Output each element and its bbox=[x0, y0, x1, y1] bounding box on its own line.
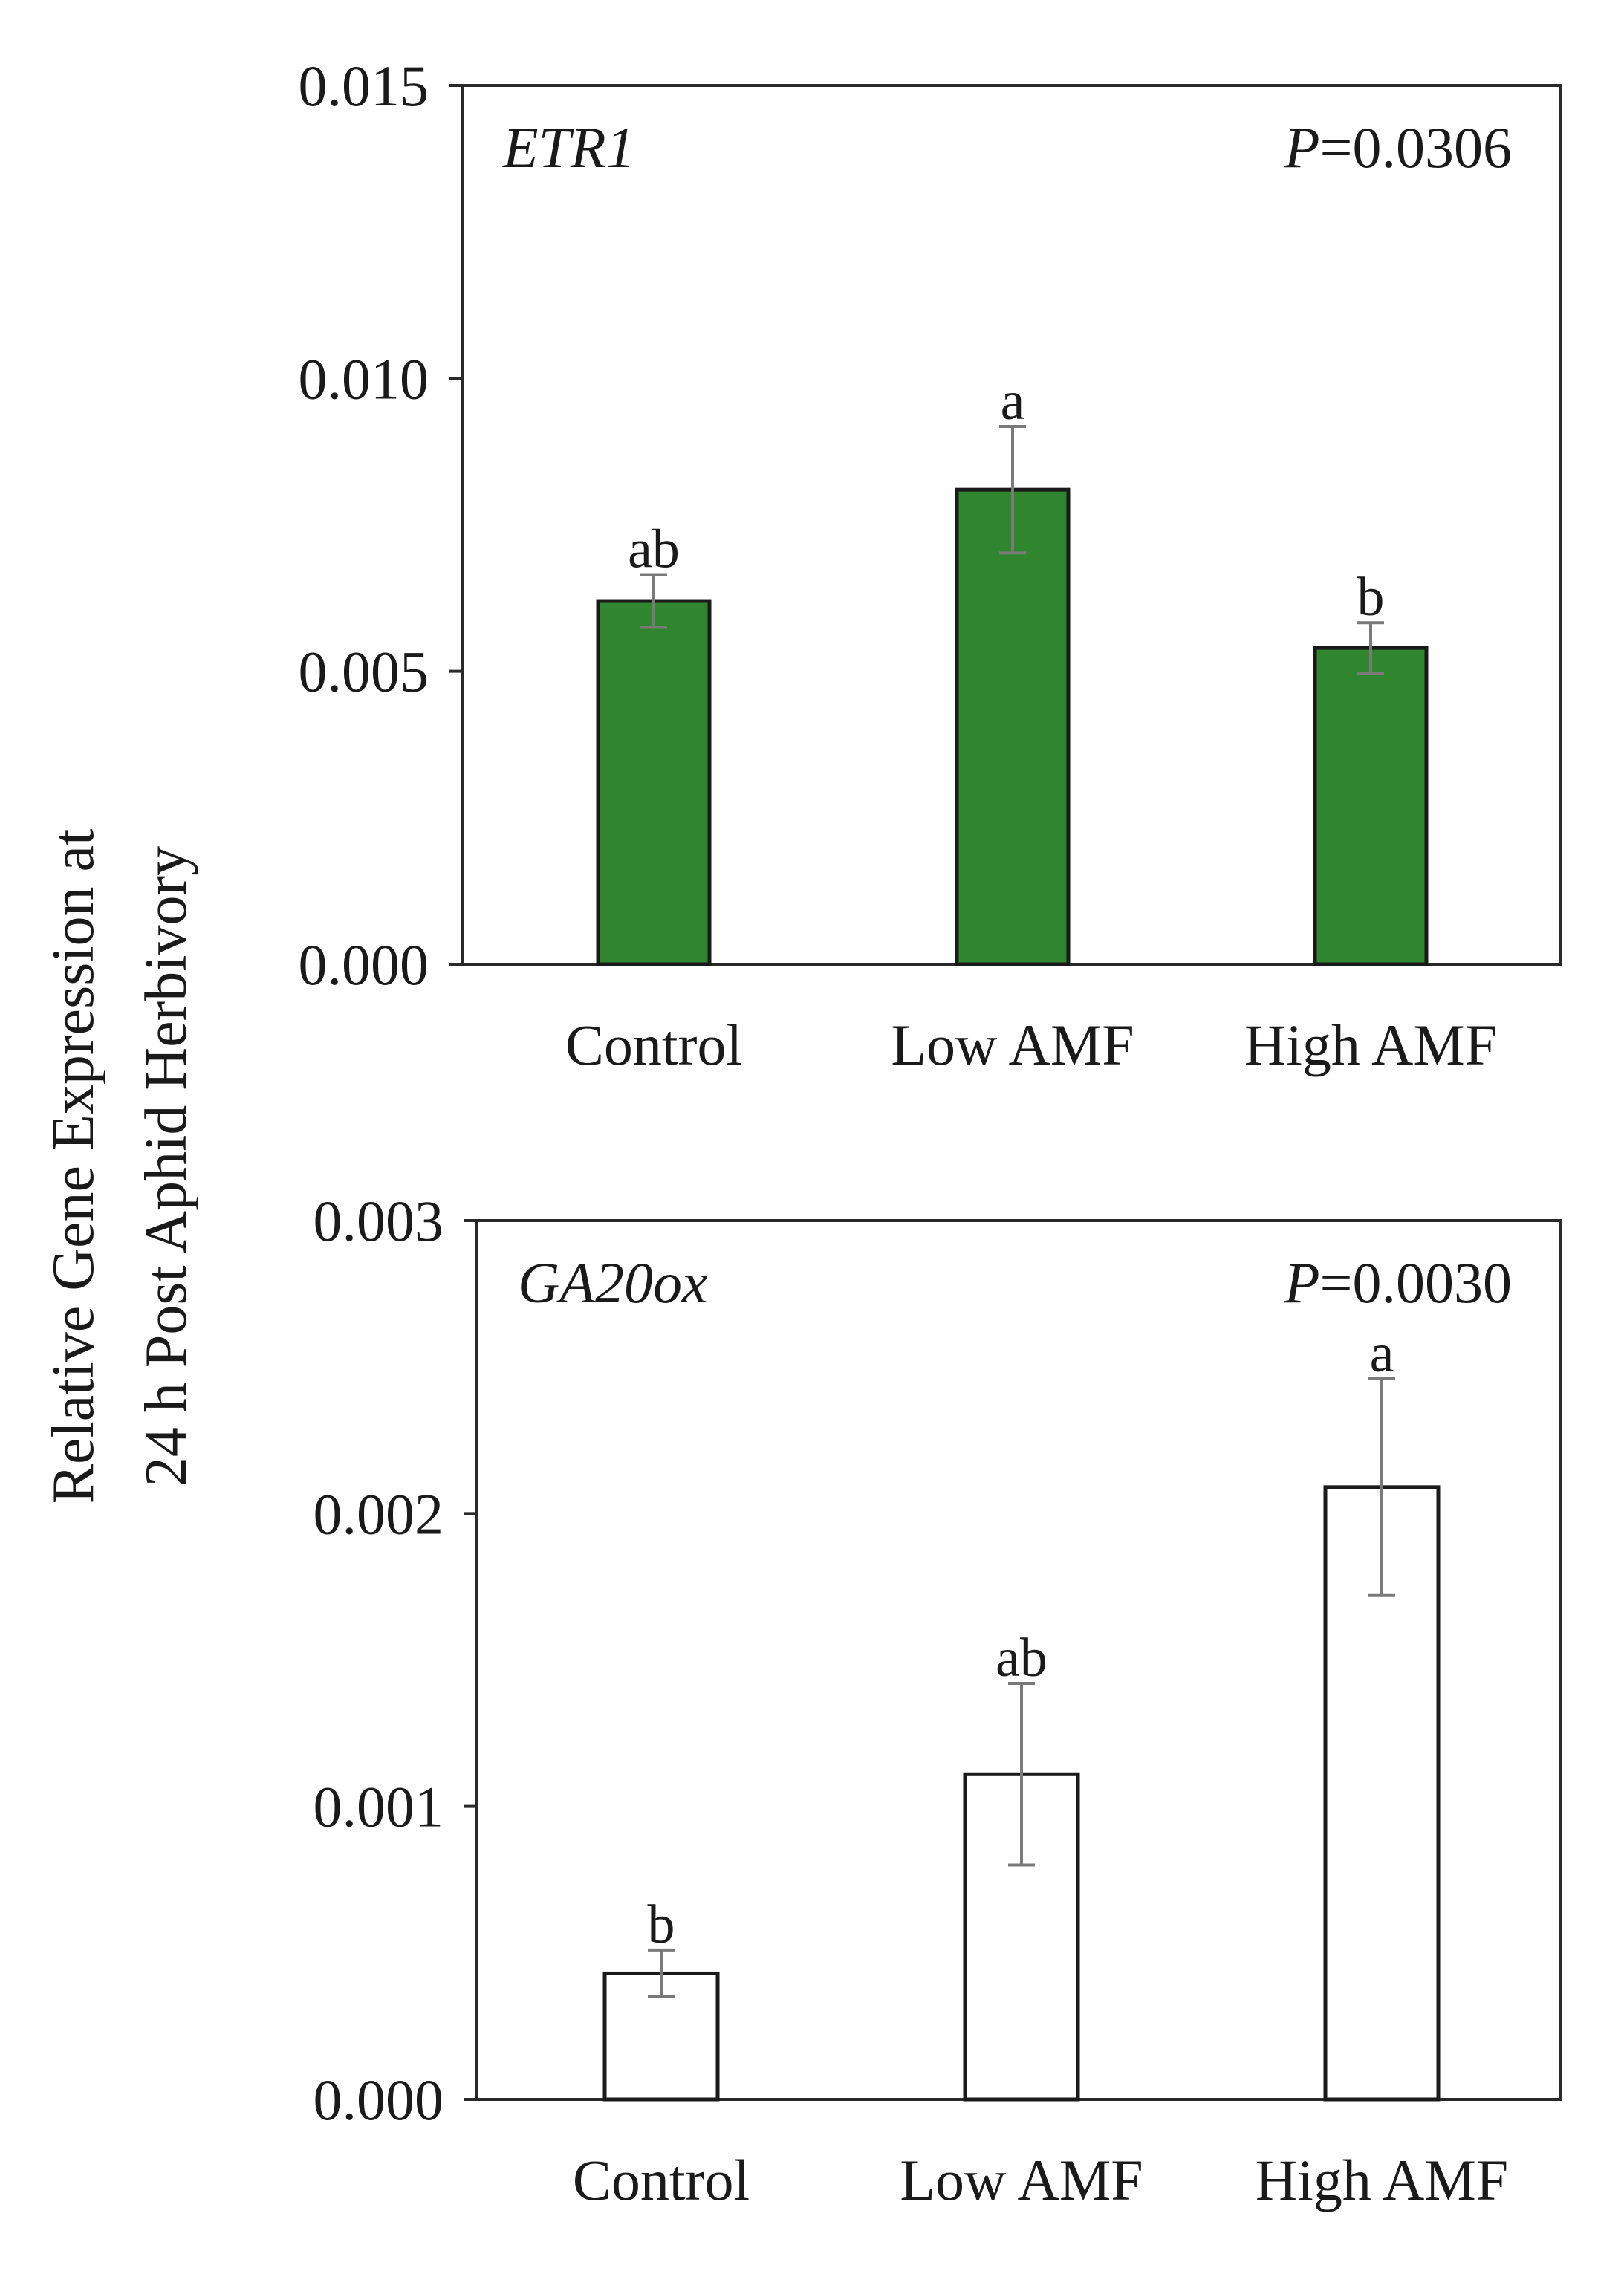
y-axis-title: Relative Gene Expression at 24 h Post Ap… bbox=[41, 829, 199, 1504]
etr1-category-label: High AMF bbox=[1244, 1013, 1497, 1077]
ga20ox-category-label: Low AMF bbox=[900, 2148, 1143, 2212]
ga20ox-x-axis-labels: Control Low AMF High AMF bbox=[573, 2148, 1508, 2212]
etr1-significance-letter: ab bbox=[628, 519, 680, 580]
ga20ox-category-label: Control bbox=[573, 2148, 750, 2212]
ga20ox-p-prefix: P bbox=[1284, 1250, 1320, 1315]
ga20ox-y-axis-ticks: 0.000 0.001 0.002 0.003 bbox=[314, 1189, 477, 2132]
ga20ox-y-tick-label: 0.002 bbox=[314, 1481, 444, 1546]
ga20ox-significance-letter: b bbox=[648, 1894, 675, 1955]
ga20ox-bar bbox=[963, 1772, 1080, 2102]
etr1-bar bbox=[955, 487, 1071, 966]
ga20ox-bar bbox=[1323, 1485, 1441, 2102]
etr1-p-value: P=0.0306 bbox=[1284, 115, 1512, 180]
etr1-category-label: Control bbox=[565, 1013, 742, 1077]
ga20ox-significance-letter: ab bbox=[995, 1628, 1048, 1689]
ga20ox-error-bars bbox=[648, 1377, 1395, 1998]
etr1-y-tick-label: 0.000 bbox=[299, 932, 429, 997]
etr1-bars bbox=[596, 487, 1429, 966]
ga20ox-p-value: P=0.0030 bbox=[1284, 1250, 1512, 1315]
etr1-p-prefix: P bbox=[1284, 115, 1320, 180]
etr1-category-label: Low AMF bbox=[891, 1013, 1134, 1077]
etr1-significance-letter: a bbox=[1001, 371, 1025, 432]
ga20ox-p-number: =0.0030 bbox=[1320, 1250, 1513, 1315]
y-axis-title-line1: Relative Gene Expression at bbox=[41, 829, 106, 1504]
y-axis-title-line2: 24 h Post Aphid Herbivory bbox=[134, 846, 199, 1487]
etr1-y-tick-label: 0.015 bbox=[299, 53, 429, 118]
ga20ox-category-label: High AMF bbox=[1256, 2148, 1508, 2212]
etr1-significance-letter: b bbox=[1357, 567, 1385, 628]
etr1-y-tick-label: 0.005 bbox=[299, 640, 429, 704]
etr1-bar bbox=[1313, 646, 1429, 966]
ga20ox-significance-letters: b ab a bbox=[648, 1323, 1394, 1955]
etr1-y-tick-label: 0.010 bbox=[299, 346, 429, 411]
ga20ox-y-tick-label: 0.000 bbox=[314, 2067, 444, 2132]
ga20ox-significance-letter: a bbox=[1370, 1323, 1394, 1384]
etr1-bar bbox=[596, 599, 712, 966]
etr1-gene-label: ETR1 bbox=[502, 115, 635, 180]
ga20ox-bars bbox=[602, 1485, 1441, 2102]
ga20ox-gene-label: GA20ox bbox=[518, 1250, 708, 1315]
etr1-p-number: =0.0306 bbox=[1320, 115, 1513, 180]
ga20ox-chart-panel: 0.000 0.001 0.002 0.003 b ab a Control Low AMF… bbox=[314, 1189, 1562, 2212]
etr1-x-axis-labels: Control Low AMF High AMF bbox=[565, 1013, 1497, 1077]
ga20ox-y-tick-label: 0.003 bbox=[314, 1189, 444, 1253]
etr1-y-axis-ticks: 0.000 0.005 0.010 0.015 bbox=[299, 53, 462, 997]
ga20ox-y-tick-label: 0.001 bbox=[314, 1775, 444, 1839]
etr1-error-bars bbox=[640, 425, 1384, 675]
